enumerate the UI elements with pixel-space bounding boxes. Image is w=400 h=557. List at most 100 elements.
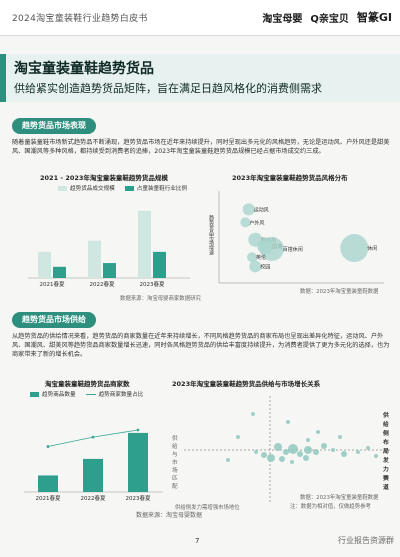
legend-item: 趋势商品数量 (30, 390, 76, 398)
scatter-point (290, 460, 294, 464)
chart1-title: 2021 - 2023年淘宝童装童鞋趋势货品规模 (40, 174, 168, 182)
chart3-legend: 趋势商品数量 趋势商家数量占比 (30, 390, 143, 398)
scatter-point (247, 252, 257, 263)
line-point (91, 435, 95, 439)
page-subtitle: 供给紧实创造趋势货品矩阵，旨在满足日趋风格化的消费侧需求 (14, 82, 322, 95)
legend-swatch (124, 185, 134, 191)
bar (38, 475, 58, 492)
x-tick-label: 2022春夏 (81, 494, 106, 502)
legend-swatch (58, 185, 67, 191)
chart4-title: 2023年淘宝童装童鞋趋势货品供给与市场增长关系 (172, 380, 321, 388)
chart4-bottom-label: 供给侧发力需增强市场地位 (175, 505, 240, 511)
line-point (46, 445, 50, 448)
section-pill-market: 趋势货品市场表现 (12, 118, 96, 134)
chart4-note: 注：数据为相对值，仅做趋势参考 (290, 504, 371, 510)
scatter-point (331, 448, 335, 452)
qinbaobei-logo: Q亲宝贝 (310, 13, 349, 25)
scatter-point (321, 443, 327, 449)
bar (153, 251, 166, 278)
scatter-point (236, 435, 240, 439)
section1-body: 随着童装童鞋市场新式趋势品不断涌现，趋势货品市场在近年来持续提升，同时呈现出多元… (12, 139, 390, 155)
scatter-point (254, 450, 258, 454)
report-title: 2024淘宝童装鞋行业趋势白皮书 (12, 14, 148, 24)
footer-note: 数据来源：淘宝母婴数据 (136, 512, 203, 519)
section-pill-supply: 趋势货品市场供给 (12, 312, 96, 328)
scatter-point (316, 430, 320, 434)
chart2-source: 数据：2023年淘宝童装童鞋数据 (300, 289, 379, 295)
section2-body: 从趋势货品的供给情况来看，趋势货品的商家数量在近年来持续增长，不同风格趋势货品的… (12, 333, 390, 358)
x-tick-label: 2021春夏 (36, 494, 61, 502)
legend-label: 趋势商家数量占比 (98, 392, 144, 398)
scatter-point (267, 454, 275, 462)
scatter-point (303, 455, 309, 461)
x-tick-label: 2022春夏 (90, 280, 115, 288)
x-tick-label: 2023春夏 (140, 280, 165, 288)
page-title: 淘宝童装童鞋趋势货品 (14, 61, 154, 77)
scatter-point (288, 444, 298, 454)
title-band: 淘宝童装童鞋趋势货品 供给紧实创造趋势货品矩阵，旨在满足日趋风格化的消费侧需求 (0, 54, 400, 102)
scatter-point (251, 412, 255, 416)
bar (83, 458, 103, 492)
chart1-bars: 2021春夏 2022春夏 2023春夏 (28, 210, 190, 288)
page-header: 2024淘宝童装鞋行业趋势白皮书 淘宝母婴 Q亲宝贝 智篆GI (0, 0, 400, 36)
point-label: 休闲 (367, 245, 377, 252)
point-label: 户外风 (249, 219, 264, 226)
scatter-point (374, 454, 378, 458)
scatter-point (338, 435, 342, 439)
page-number: 7 (195, 537, 200, 545)
point-label: 百搭休闲 (283, 246, 303, 253)
chart2-title: 2023年淘宝童装童鞋趋势货品风格分布 (232, 174, 348, 182)
bar (88, 240, 101, 278)
scatter-point (283, 449, 289, 455)
scatter-point (366, 446, 370, 450)
bar (38, 251, 51, 278)
legend-label: 趋势商品数量 (42, 392, 76, 398)
legend-label: 占童装童鞋行业比例 (136, 186, 188, 192)
header-logos: 淘宝母婴 Q亲宝贝 智篆GI (262, 9, 392, 25)
chart1-legend: 趋势货品成交规模 占童装童鞋行业比例 (58, 184, 187, 192)
scatter-point (341, 451, 347, 457)
chart3-title: 淘宝童装童鞋趋势货品商家数 (45, 380, 130, 388)
scatter-point (279, 456, 285, 462)
point-label: 运动风 (254, 206, 269, 213)
legend-swatch (85, 393, 96, 395)
chart4-scatter (184, 396, 390, 504)
chart4-source: 数据：2023年淘宝童装童鞋数据 (300, 495, 379, 501)
chart4-right-label: 供给侧布局发力赛道 (383, 413, 389, 491)
scatter-point (340, 234, 369, 263)
watermark-text: 行业报告资源群 (338, 536, 394, 545)
point-label: 校园 (260, 263, 270, 270)
chart2-scatter: 趋势货品市场增速运动风户外风甜美风国潮百搭休闲英伦校园休闲 (208, 191, 384, 284)
scatter-point (274, 443, 282, 451)
y-axis-label: 趋势货品市场增速 (208, 214, 214, 256)
legend-swatch (30, 391, 39, 397)
bar (103, 263, 116, 278)
scatter-point (356, 450, 360, 454)
legend-item: 趋势货品成交规模 (58, 184, 115, 192)
scatter-point (313, 449, 319, 455)
scatter-point (286, 420, 290, 424)
scatter-point (306, 438, 310, 442)
scatter-point (249, 260, 262, 273)
scatter-point (259, 236, 284, 261)
point-label: 英伦 (256, 254, 266, 261)
legend-label: 趋势货品成交规模 (70, 186, 115, 192)
x-tick-label: 2021春夏 (40, 280, 65, 288)
scatter-point (261, 452, 267, 458)
bar (138, 210, 151, 278)
page-footer (0, 532, 400, 557)
legend-item: 趋势商家数量占比 (85, 390, 144, 398)
scatter-point (242, 203, 255, 216)
chart3-bars: 2021春夏 2022春夏 2023春夏 (24, 428, 163, 502)
scatter-point (226, 458, 230, 462)
bar (128, 432, 148, 492)
chart1-source: 数据来源：淘宝母婴商家数据研究 (120, 296, 201, 302)
legend-item: 占童装童鞋行业比例 (124, 184, 188, 192)
line-point (136, 428, 140, 432)
scatter-point (304, 446, 312, 454)
bar (53, 266, 66, 278)
taobao-muying-logo: 淘宝母婴 (262, 13, 303, 25)
x-tick-label: 2023春夏 (126, 494, 151, 502)
chart4-left-label: 供给与市场匹配 (172, 436, 178, 490)
scatter-point (297, 451, 303, 457)
